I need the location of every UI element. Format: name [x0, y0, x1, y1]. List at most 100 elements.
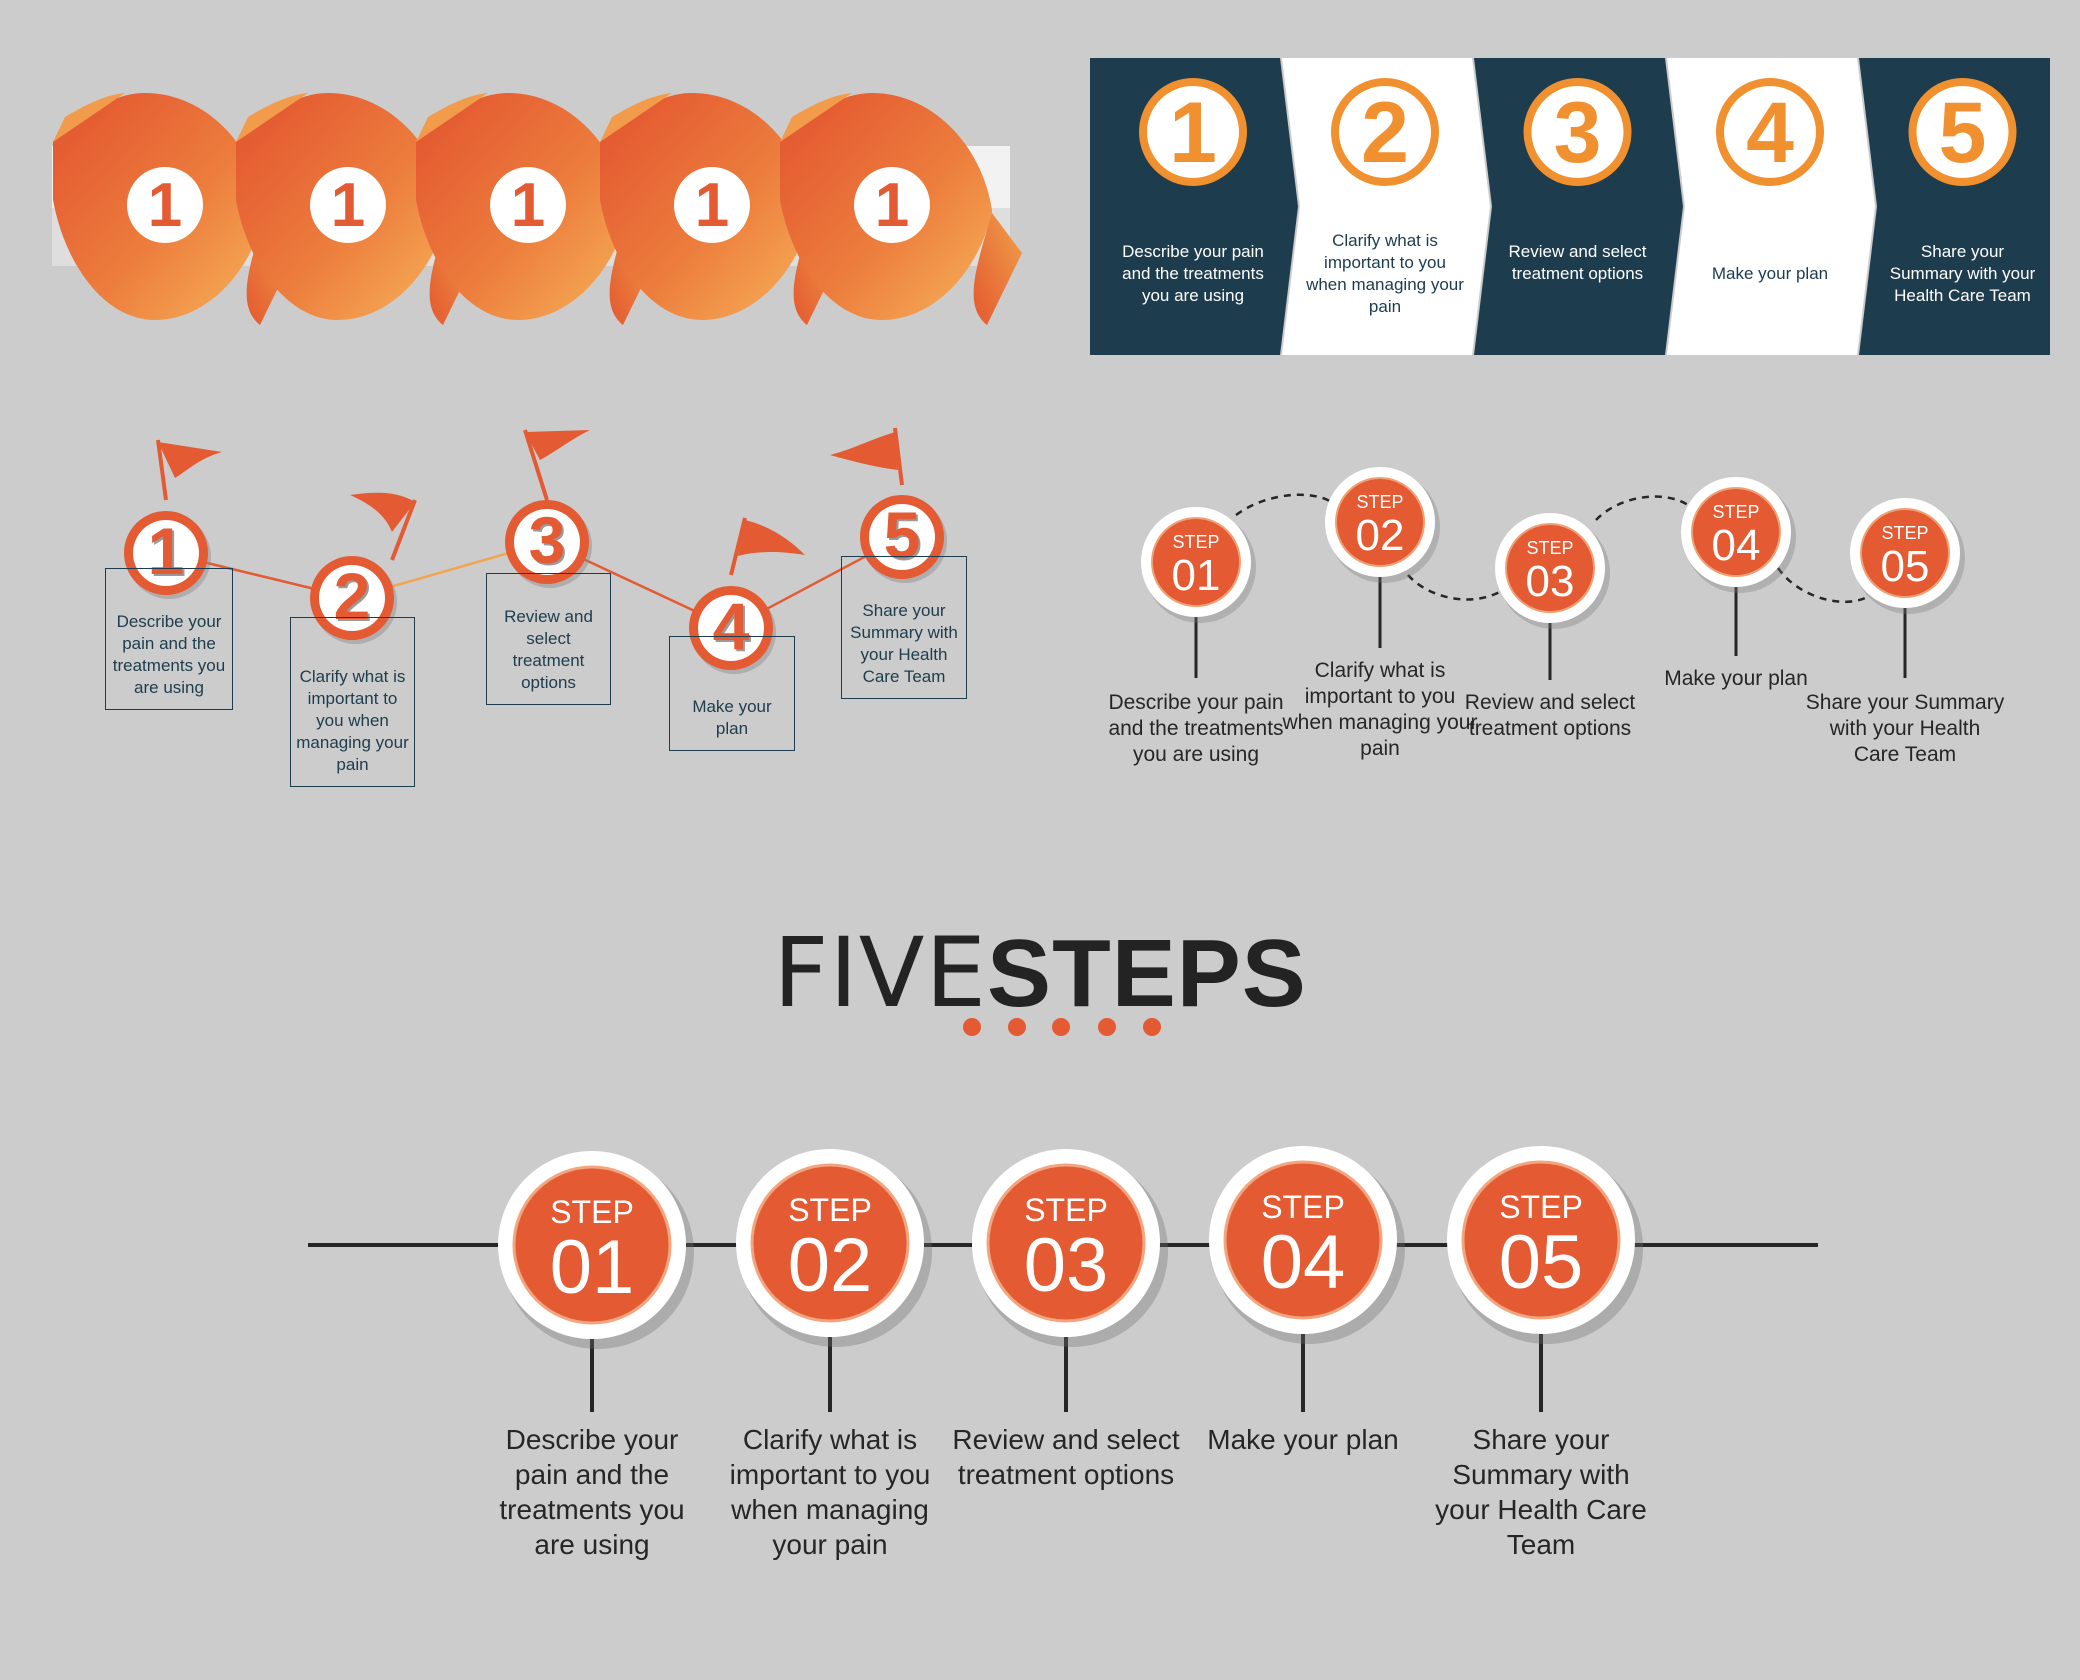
flag-number-shadow: 1 — [150, 516, 187, 590]
flag-step-desc-5: Share your Summary with your Health Care… — [850, 601, 958, 686]
timeline-step-desc-2: Clarify what is important to you when ma… — [729, 1424, 931, 1560]
wave-step-desc-1: Describe your pain and the treatments yo… — [1108, 691, 1284, 766]
leaf-fold-top — [780, 93, 852, 142]
timeline-step-number-5: 05 — [1499, 1220, 1584, 1305]
wave-step-desc-3: Review and select treatment options — [1464, 691, 1636, 740]
leaf-fold-bottom — [973, 213, 1022, 325]
chevron-number-ring-2 — [1331, 78, 1439, 186]
timeline-step-number-2: 02 — [788, 1223, 873, 1308]
timeline-step-number-1: 01 — [550, 1225, 635, 1310]
leaf-fold-top — [53, 93, 125, 142]
leaf-badge-5: 1 — [780, 93, 1022, 325]
flag-pole-3 — [523, 429, 549, 501]
wave-step-number-1: 01 — [1172, 551, 1221, 600]
chevron-number-ring-1 — [1139, 78, 1247, 186]
wave-circle-inner — [1335, 477, 1425, 567]
flag-step-box-5: Share your Summary with your Health Care… — [841, 556, 967, 699]
timeline-circle-inner — [986, 1163, 1146, 1323]
chevron-number-5: 5 — [1939, 85, 1987, 181]
flag-pole-4 — [729, 517, 747, 576]
flag-icon — [830, 432, 898, 470]
chevron-desc-5: Share your Summary with your Health Care… — [1889, 242, 2036, 305]
flag-icon — [738, 520, 805, 556]
chevron-number-ring-5 — [1908, 78, 2017, 186]
flag-icon — [525, 430, 590, 460]
timeline-step-label: STEP — [1261, 1189, 1345, 1225]
wave-circle-inner — [1860, 508, 1950, 598]
leaf-fold-top — [416, 93, 488, 142]
flag-pole-5 — [893, 427, 904, 486]
leaf-number: 1 — [875, 171, 909, 240]
flag-icon — [350, 492, 415, 532]
timeline-step-desc-5: Share your Summary with your Health Care… — [1435, 1424, 1647, 1560]
wave-step-number-2: 02 — [1356, 511, 1405, 560]
wave-step-label: STEP — [1526, 538, 1573, 558]
leaf-number: 1 — [695, 171, 729, 240]
chevron-desc-3: Review and select treatment options — [1508, 242, 1647, 283]
wave-circle-inner — [1505, 523, 1595, 613]
flag-icon — [158, 442, 222, 478]
timeline-circle-inner — [512, 1165, 672, 1325]
flag-step-desc-3: Review and select treatment options — [504, 607, 593, 692]
wave-step-label: STEP — [1881, 523, 1928, 543]
timeline-step-label: STEP — [788, 1192, 872, 1228]
flag-number-5: 5 — [884, 498, 921, 572]
leaf-number-circle — [854, 167, 930, 243]
chevron-desc-2: Clarify what is important to you when ma… — [1306, 231, 1464, 316]
timeline-step-desc-3: Review and select treatment options — [952, 1424, 1180, 1490]
leaf-number: 1 — [511, 171, 545, 240]
flag-step-box-3: Review and select treatment options — [486, 573, 611, 705]
wave-circle-inner — [1691, 487, 1781, 577]
leaf-fold-top — [600, 93, 672, 142]
flag-number-shadow: 2 — [336, 561, 373, 635]
timeline-step-label: STEP — [550, 1194, 634, 1230]
chevron-number-1: 1 — [1169, 85, 1217, 181]
flag-circle-inner — [514, 509, 580, 575]
flag-pole-2 — [390, 499, 417, 561]
chevron-number-ring-4 — [1716, 78, 1824, 186]
flag-step-box-2: Clarify what is important to you when ma… — [290, 617, 415, 787]
leaf-number-circle — [674, 167, 750, 243]
wave-step-number-5: 05 — [1881, 542, 1930, 591]
wave-step-desc-5: Share your Summary with your Health Care… — [1805, 691, 2005, 766]
chevron-desc-1: Describe your pain and the treatments yo… — [1122, 242, 1264, 305]
wave-step-number-4: 04 — [1712, 521, 1761, 570]
chevron-number-4: 4 — [1746, 85, 1794, 181]
title-bold: STEPS — [987, 920, 1307, 1027]
flag-number-3: 3 — [529, 503, 566, 577]
leaf-number: 1 — [148, 171, 182, 240]
flag-step-desc-1: Describe your pain and the treatments yo… — [112, 612, 226, 697]
flag-number-shadow: 4 — [715, 591, 752, 665]
flag-number-shadow: 5 — [886, 500, 923, 574]
flag-step-desc-2: Clarify what is important to you when ma… — [296, 667, 409, 774]
title-light: FIVE — [773, 917, 988, 1029]
flag-number-shadow: 3 — [531, 505, 568, 579]
timeline-step-number-4: 04 — [1261, 1220, 1346, 1305]
timeline-step-label: STEP — [1499, 1189, 1583, 1225]
leaf-badge-1: 1 — [53, 93, 295, 325]
leaf-number-circle — [310, 167, 386, 243]
flag-circle-inner — [698, 595, 764, 661]
flag-pole-1 — [156, 439, 168, 501]
wave-step-number-3: 03 — [1526, 557, 1575, 606]
timeline-step-number-3: 03 — [1024, 1223, 1109, 1308]
timeline-step-label: STEP — [1024, 1192, 1108, 1228]
wave-step-desc-2: Clarify what is important to you when ma… — [1282, 659, 1478, 760]
timeline-circle-inner — [1223, 1160, 1383, 1320]
flag-step-box-4: Make your plan — [669, 636, 795, 751]
flag-circle-inner — [133, 520, 199, 586]
wave-dashed-connector-2 — [1407, 574, 1511, 601]
wave-step-desc-4: Make your plan — [1664, 667, 1808, 690]
wave-step-label: STEP — [1172, 532, 1219, 552]
wave-dashed-connector-3 — [1595, 495, 1689, 521]
leaf-number-circle — [127, 167, 203, 243]
flag-circle-inner — [869, 504, 935, 570]
five-steps-title: FIVESTEPS — [0, 918, 2080, 1029]
timeline-step-desc-4: Make your plan — [1207, 1424, 1399, 1455]
timeline-circle-inner — [750, 1163, 910, 1323]
flag-number-4: 4 — [713, 589, 750, 663]
leaf-fold-top — [236, 93, 308, 142]
wave-step-label: STEP — [1356, 492, 1403, 512]
chevron-number-2: 2 — [1361, 85, 1409, 181]
